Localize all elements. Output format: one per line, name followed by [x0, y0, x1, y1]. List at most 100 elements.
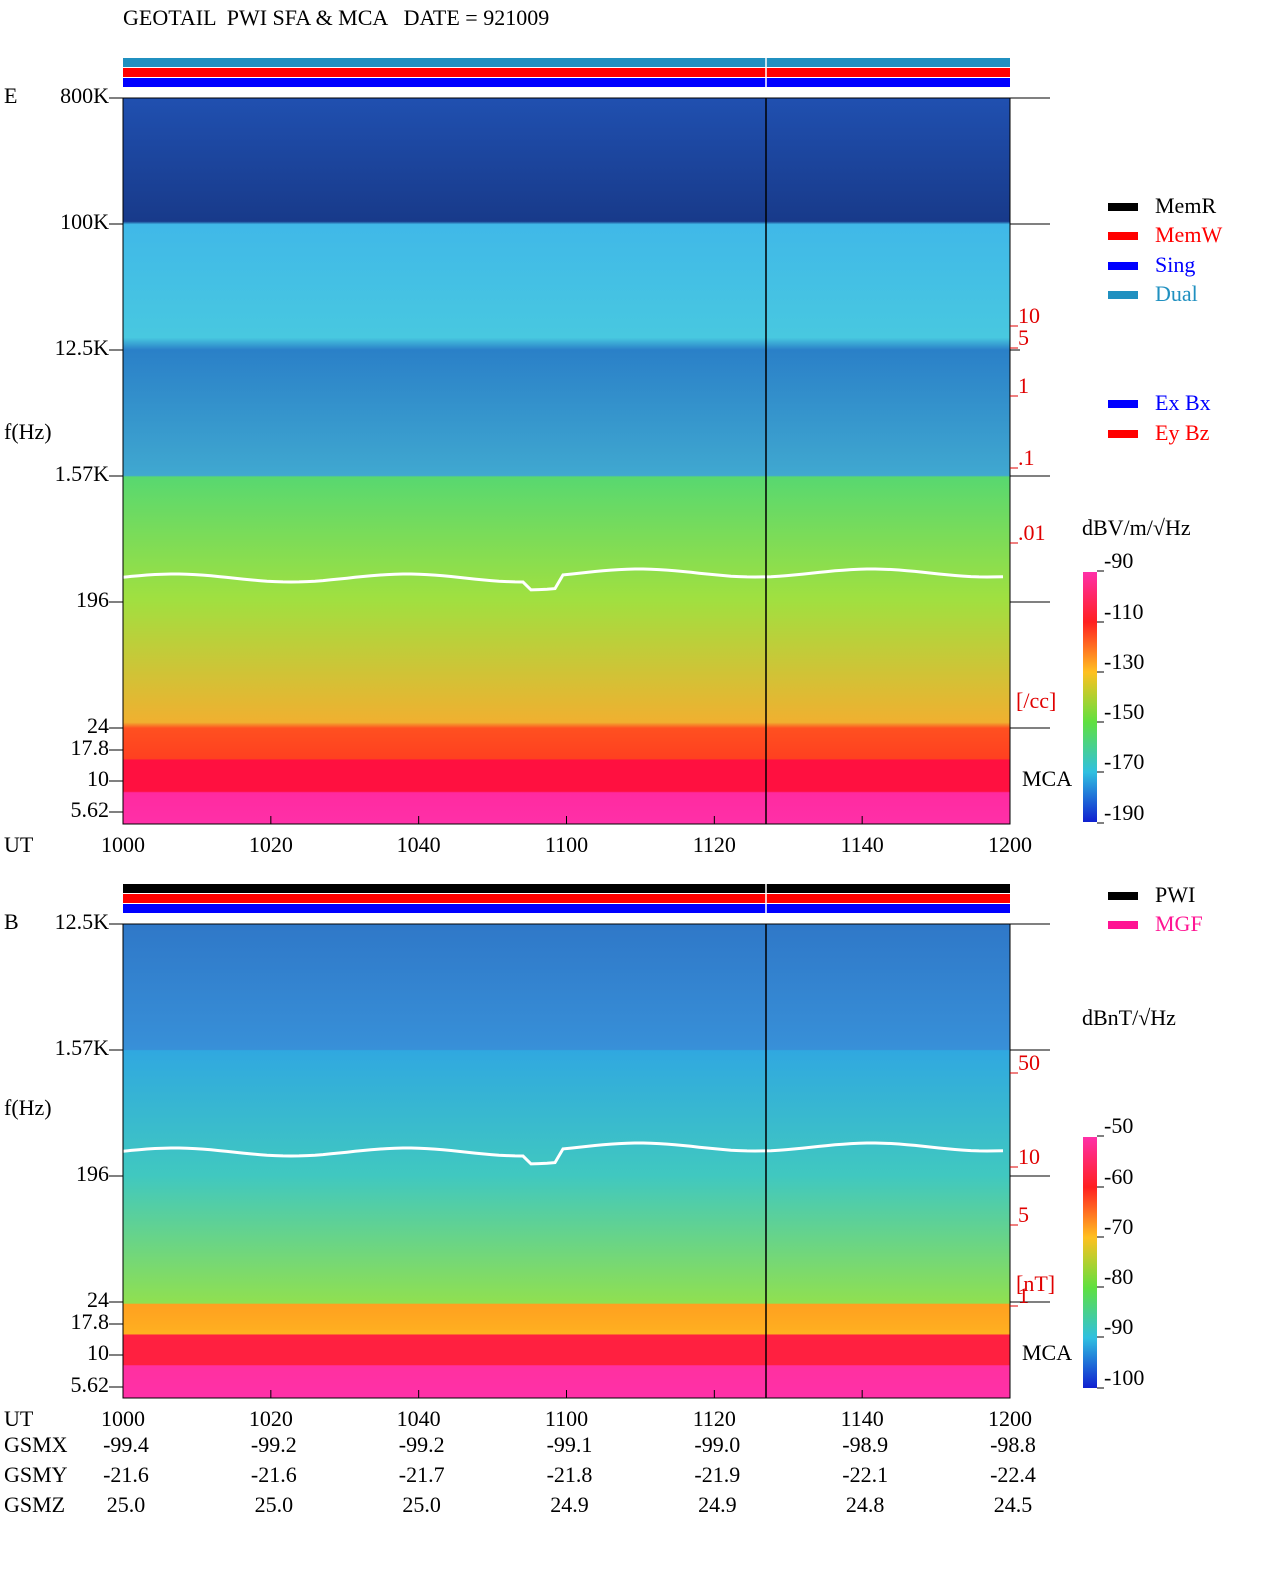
title: GEOTAIL PWI SFA & MCA DATE = 921009 — [123, 5, 549, 30]
colorbar-tick: -190 — [1104, 800, 1144, 825]
status-bar — [123, 78, 1010, 87]
colorbar-tick: -50 — [1104, 1113, 1133, 1138]
y-axis-label: f(Hz) — [4, 419, 52, 444]
orbit-value: -99.2 — [399, 1432, 445, 1457]
orbit-value: -22.1 — [842, 1462, 888, 1487]
colorbar-tick: -90 — [1104, 1314, 1133, 1339]
orbit-value: 24.8 — [846, 1492, 885, 1517]
y-tick-label: 5.62 — [71, 1372, 110, 1397]
orbit-value: 25.0 — [402, 1492, 441, 1517]
y-tick-label: 24 — [87, 713, 109, 738]
legend-swatch — [1108, 291, 1138, 299]
colorbar-unit: dBV/m/√Hz — [1082, 515, 1191, 540]
colorbar-tick: -110 — [1104, 599, 1144, 624]
orbit-value: 24.9 — [698, 1492, 737, 1517]
orbit-label: GSMY — [4, 1462, 68, 1487]
density-tick: .01 — [1018, 520, 1046, 545]
density-tick: .1 — [1018, 445, 1035, 470]
orbit-value: -98.9 — [842, 1432, 888, 1457]
y-axis-label: f(Hz) — [4, 1095, 52, 1120]
plasma-line — [122, 1141, 1004, 1166]
density-unit: [/cc] — [1016, 688, 1056, 713]
spectrogram — [123, 924, 1010, 1398]
y-tick-label: 1.57K — [55, 461, 110, 486]
legend-swatch — [1108, 262, 1138, 270]
orbit-value: -99.0 — [694, 1432, 740, 1457]
orbit-value: -22.4 — [990, 1462, 1036, 1487]
orbit-value: -99.1 — [547, 1432, 593, 1457]
status-bar — [123, 904, 1010, 913]
y-tick-label: 12.5K — [55, 909, 110, 934]
colorbar-tick: -130 — [1104, 649, 1144, 674]
orbit-value: -21.8 — [547, 1462, 593, 1487]
density-tick: 5 — [1018, 1202, 1029, 1227]
y-tick-label: 12.5K — [55, 335, 110, 360]
y-tick-label: 10 — [87, 766, 109, 791]
panel-label: B — [4, 909, 19, 934]
colorbar — [1083, 1137, 1097, 1388]
status-bar — [123, 884, 1010, 893]
density-tick: 10 — [1018, 1144, 1040, 1169]
x-tick-label: 1200 — [988, 1406, 1032, 1431]
legend-label: MemR — [1155, 193, 1216, 218]
y-tick-label: 17.8 — [71, 1309, 110, 1334]
colorbar-tick: -60 — [1104, 1164, 1133, 1189]
orbit-value: -21.7 — [399, 1462, 445, 1487]
y-tick-label: 1.57K — [55, 1035, 110, 1060]
legend-swatch — [1108, 921, 1138, 929]
panel-label: E — [4, 83, 17, 108]
orbit-value: 25.0 — [107, 1492, 146, 1517]
legend-swatch — [1108, 400, 1138, 408]
legend-swatch — [1108, 232, 1138, 240]
colorbar-tick: -90 — [1104, 548, 1133, 573]
y-tick-label: 800K — [60, 83, 109, 108]
x-tick-label: 1000 — [101, 1406, 145, 1431]
mca-label: MCA — [1022, 766, 1072, 791]
density-tick: 1 — [1018, 1283, 1029, 1308]
density-tick: 10 — [1018, 303, 1040, 328]
status-bar — [123, 58, 1010, 67]
orbit-value: -21.6 — [103, 1462, 149, 1487]
orbit-value: -99.4 — [103, 1432, 149, 1457]
legend-swatch — [1108, 892, 1138, 900]
x-tick-label: 1140 — [841, 1406, 884, 1431]
density-unit: [nT] — [1016, 1271, 1055, 1296]
legend-label: MemW — [1155, 222, 1222, 247]
x-tick-label: 1100 — [545, 832, 588, 857]
y-tick-label: 5.62 — [71, 797, 110, 822]
legend-label: Sing — [1155, 252, 1195, 277]
legend-swatch — [1108, 430, 1138, 438]
orbit-value: 24.9 — [550, 1492, 589, 1517]
x-tick-label: 1020 — [249, 1406, 293, 1431]
colorbar-unit: dBnT/√Hz — [1082, 1005, 1176, 1030]
x-tick-label: 1200 — [988, 832, 1032, 857]
colorbar — [1083, 572, 1097, 822]
x-tick-label: 1000 — [101, 832, 145, 857]
x-axis-label: UT — [4, 1406, 34, 1431]
legend-label: Ey Bz — [1155, 420, 1210, 445]
colorbar-tick: -70 — [1104, 1214, 1133, 1239]
density-tick: 5 — [1018, 325, 1029, 350]
colorbar-tick: -80 — [1104, 1264, 1133, 1289]
x-tick-label: 1020 — [249, 832, 293, 857]
y-tick-label: 100K — [60, 209, 109, 234]
orbit-value: -21.9 — [694, 1462, 740, 1487]
legend-label: MGF — [1155, 911, 1203, 936]
legend-label: Ex Bx — [1155, 390, 1211, 415]
x-tick-label: 1040 — [397, 832, 441, 857]
orbit-value: 25.0 — [255, 1492, 294, 1517]
orbit-value: -98.8 — [990, 1432, 1036, 1457]
y-tick-label: 10 — [87, 1340, 109, 1365]
colorbar-tick: -150 — [1104, 699, 1144, 724]
x-tick-label: 1100 — [545, 1406, 588, 1431]
status-bar — [123, 894, 1010, 903]
x-tick-label: 1120 — [693, 832, 736, 857]
legend-label: PWI — [1155, 882, 1195, 907]
orbit-label: GSMZ — [4, 1492, 65, 1517]
x-tick-label: 1040 — [397, 1406, 441, 1431]
density-tick: 1 — [1018, 373, 1029, 398]
colorbar-tick: -170 — [1104, 749, 1144, 774]
orbit-label: GSMX — [4, 1432, 68, 1457]
status-bar — [123, 68, 1010, 77]
